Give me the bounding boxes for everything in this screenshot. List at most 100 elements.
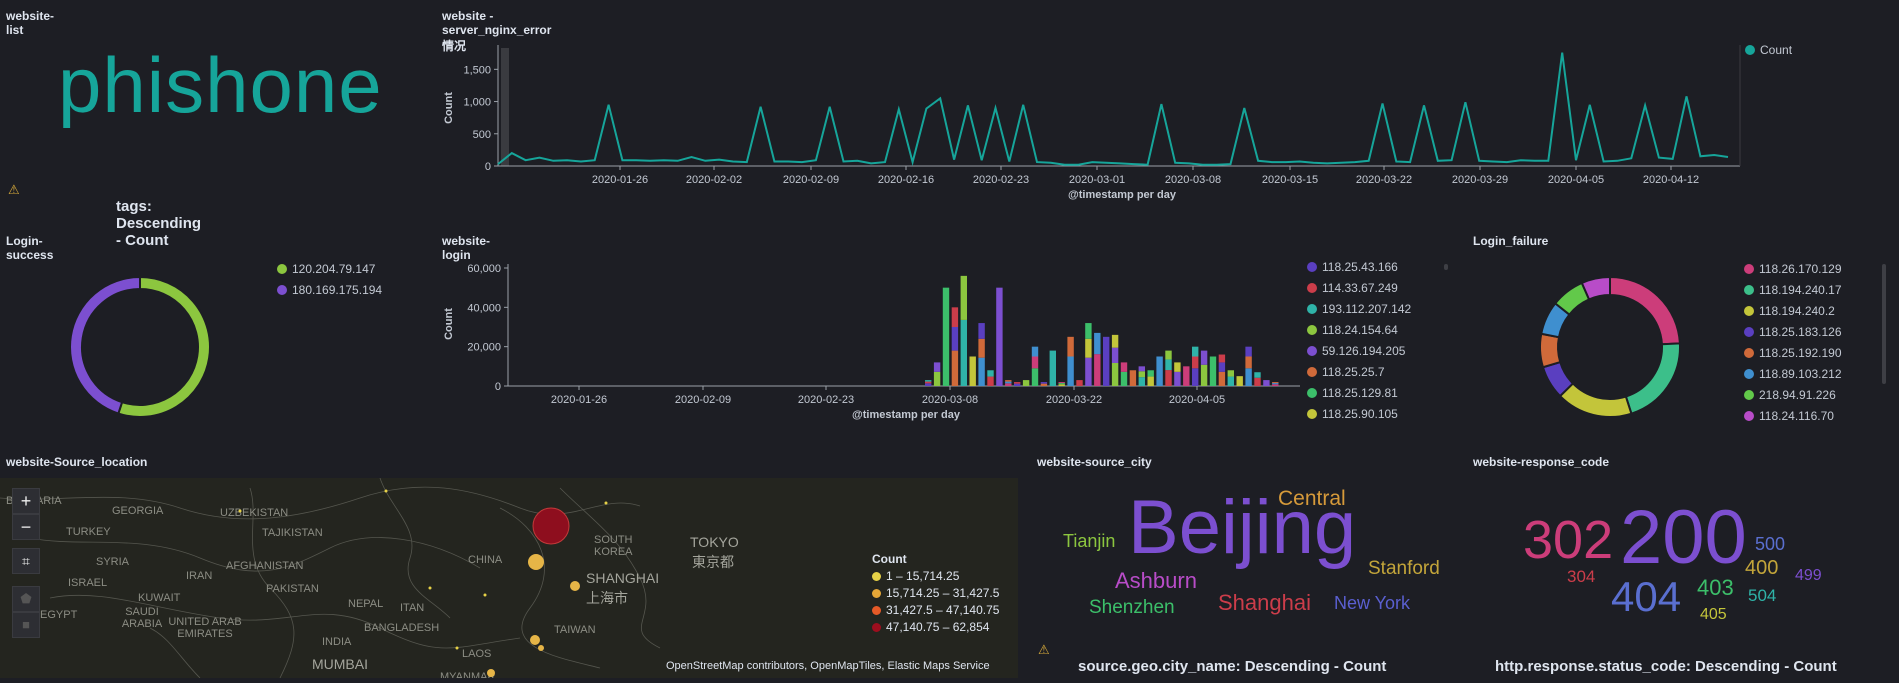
bar-segment[interactable] [978, 338, 985, 358]
bar-segment[interactable] [987, 376, 994, 386]
bar-segment[interactable] [1138, 371, 1145, 378]
bar-segment[interactable] [1085, 338, 1092, 358]
bar-segment[interactable] [1014, 383, 1021, 386]
bar-segment[interactable] [1094, 332, 1101, 355]
legend-item-count[interactable]: Count [1745, 43, 1792, 57]
word-cloud-word[interactable]: Beijing [1128, 485, 1357, 570]
legend-item[interactable]: 218.94.91.226 [1744, 388, 1836, 402]
word-cloud-word[interactable]: 405 [1700, 606, 1727, 623]
bar-segment[interactable] [1111, 334, 1119, 348]
bar-segment[interactable] [1200, 350, 1208, 365]
bar-segment[interactable] [1085, 357, 1092, 386]
bar-segment[interactable] [1156, 356, 1163, 387]
legend-item[interactable]: 120.204.79.147 [277, 262, 375, 276]
bar-segment[interactable] [1272, 384, 1279, 386]
word-cloud-word[interactable]: Shenzhen [1089, 597, 1175, 618]
legend-item[interactable]: 180.169.175.194 [277, 283, 382, 297]
word-cloud-word[interactable]: 304 [1567, 567, 1596, 586]
word-cloud-word[interactable]: 400 [1745, 557, 1779, 579]
bar-segment[interactable] [960, 319, 967, 386]
bar-segment[interactable] [978, 323, 985, 339]
bar-segment[interactable] [1129, 370, 1137, 386]
bar-segment[interactable] [1218, 354, 1226, 363]
bar-segment[interactable] [1147, 376, 1154, 386]
bar-segment[interactable] [925, 380, 932, 382]
bar-segment[interactable] [1040, 382, 1048, 384]
zoom-out-button[interactable]: − [12, 514, 40, 540]
nginx-error-line-chart[interactable]: 0 500 1,000 1,500 2020-01-26 2020-02-02 2020-0… [0, 0, 1899, 215]
fit-bounds-icon[interactable]: ⌗ [12, 548, 40, 574]
bar-segment[interactable] [1058, 382, 1065, 384]
bar-segment[interactable] [1031, 346, 1039, 357]
warning-icon[interactable]: ⚠ [1038, 642, 1050, 657]
bar-segment[interactable] [1245, 356, 1252, 369]
bar-segment[interactable] [1111, 347, 1119, 363]
bar-segment[interactable] [1076, 380, 1083, 386]
bar-segment[interactable] [1147, 370, 1154, 377]
bar-segment[interactable] [1200, 364, 1208, 386]
bar-segment[interactable] [1218, 371, 1226, 386]
word-cloud-word[interactable]: Shanghai [1218, 590, 1311, 615]
bar-segment[interactable] [1192, 356, 1199, 369]
bar-segment[interactable] [987, 370, 994, 377]
bar-segment[interactable] [951, 350, 959, 386]
bar-segment[interactable] [925, 381, 932, 384]
legend-item[interactable]: 118.25.25.7 [1307, 365, 1385, 379]
word-cloud-word[interactable]: 504 [1748, 586, 1777, 605]
bar-segment[interactable] [1067, 356, 1074, 387]
legend-item[interactable]: 118.25.192.190 [1744, 346, 1842, 360]
bar-segment[interactable] [1174, 362, 1181, 372]
legend-item[interactable]: 118.89.103.212 [1744, 367, 1842, 381]
bar-segment[interactable] [942, 287, 950, 386]
word-cloud-word[interactable]: Ashburn [1115, 568, 1197, 593]
bar-segment[interactable] [1236, 376, 1243, 386]
word-cloud-word[interactable]: Stanford [1368, 558, 1440, 579]
bar-segment[interactable] [933, 371, 941, 386]
bar-segment[interactable] [1138, 377, 1145, 386]
bar-segment[interactable] [1111, 362, 1119, 386]
bar-segment[interactable] [1031, 356, 1039, 369]
word-cloud-word[interactable]: Tianjin [1063, 531, 1116, 551]
legend-item[interactable]: 118.24.116.70 [1744, 409, 1834, 423]
bar-segment[interactable] [1103, 336, 1110, 386]
map-legend-item[interactable]: 15,714.25 – 31,427.5 [872, 586, 999, 600]
website-login-bar-chart[interactable]: 0 20,000 40,000 60,000 2020-01-26 2020-02-09 2… [0, 0, 1899, 440]
source-location-map[interactable]: BULGARIAGEORGIAUZBEKISTANTURKEYTAJIKISTA… [0, 478, 1018, 678]
word-cloud-word[interactable]: 499 [1795, 567, 1822, 584]
bar-segment[interactable] [1192, 368, 1199, 386]
bar-segment[interactable] [969, 356, 976, 387]
legend-item[interactable]: 114.33.67.249 [1307, 281, 1398, 295]
bar-segment[interactable] [1272, 383, 1279, 385]
bar-segment[interactable] [1183, 366, 1190, 386]
legend-item[interactable]: 59.126.194.205 [1307, 344, 1405, 358]
bar-segment[interactable] [1005, 380, 1012, 382]
bar-segment[interactable] [1022, 380, 1030, 386]
draw-shape-icon[interactable]: ⬟ [12, 586, 40, 612]
bar-segment[interactable] [1005, 381, 1012, 384]
warning-icon[interactable]: ⚠ [8, 182, 20, 197]
legend-item[interactable]: 118.194.240.17 [1744, 283, 1842, 297]
bar-segment[interactable] [1014, 382, 1021, 384]
bar-segment[interactable] [960, 275, 967, 320]
bar-segment[interactable] [1227, 370, 1234, 377]
bar-segment[interactable] [951, 307, 959, 327]
bar-segment[interactable] [1040, 383, 1048, 386]
bar-segment[interactable] [1209, 356, 1217, 387]
word-cloud-word[interactable]: 403 [1697, 575, 1734, 600]
bar-segment[interactable] [978, 357, 985, 386]
bar-segment[interactable] [951, 327, 959, 351]
bar-segment[interactable] [1085, 323, 1092, 339]
bar-segment[interactable] [1272, 382, 1279, 384]
legend-scrollbar[interactable] [1882, 264, 1886, 384]
login-success-donut[interactable] [60, 275, 220, 425]
bar-segment[interactable] [1254, 372, 1261, 378]
word-cloud-word[interactable]: 404 [1611, 573, 1682, 620]
bar-segment[interactable] [1005, 383, 1012, 386]
bar-segment[interactable] [1174, 371, 1181, 386]
bar-segment[interactable] [1218, 362, 1226, 372]
legend-item[interactable]: 118.25.90.105 [1307, 407, 1398, 421]
bar-segment[interactable] [925, 383, 932, 386]
bar-segment[interactable] [1049, 350, 1056, 386]
map-legend-item[interactable]: 1 – 15,714.25 [872, 569, 999, 583]
word-cloud-word[interactable]: New York [1334, 593, 1411, 613]
